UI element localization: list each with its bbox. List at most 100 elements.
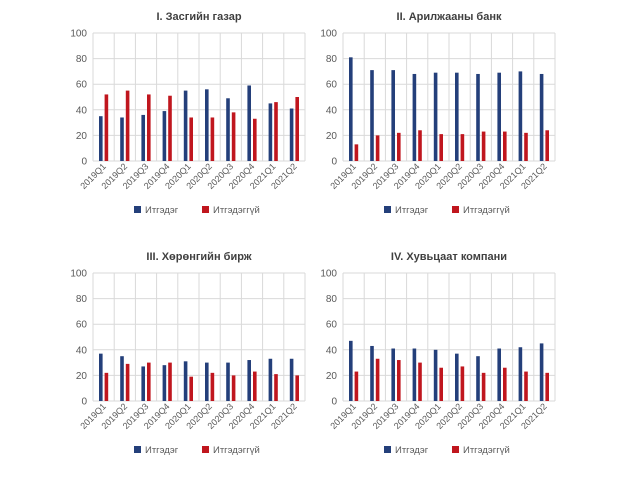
chart-svg: IV. Хувьцаат компани0204060801002019Q120…	[320, 251, 556, 456]
chart-title: III. Хөрөнгийн бирж	[146, 251, 251, 263]
bar-distrust	[439, 134, 443, 161]
bar-trust	[120, 117, 124, 161]
bar-trust	[183, 90, 188, 161]
bar-distrust	[439, 367, 443, 401]
bar-trust	[539, 343, 544, 401]
bar-trust	[205, 362, 209, 401]
legend-label: Итгэдэггүй	[463, 205, 510, 216]
bar-distrust	[418, 362, 422, 401]
bar-trust	[141, 366, 145, 401]
legend-swatch	[134, 206, 141, 213]
legend-label: Итгэдэг	[395, 445, 429, 456]
bar-distrust	[503, 131, 507, 161]
bar-trust	[226, 98, 230, 161]
y-tick-label: 100	[70, 269, 87, 280]
legend-swatch	[384, 446, 391, 453]
y-tick-label: 40	[76, 345, 88, 356]
chart-commercial-bank: II. Арилжааны банк 0 20 40 60 80 100 2019Q1 2019…	[310, 5, 560, 230]
bar-distrust	[147, 362, 151, 401]
bar-distrust	[147, 94, 151, 161]
legend-label: Итгэдэггүй	[213, 445, 260, 456]
bar-trust	[226, 362, 230, 401]
bar-trust	[268, 358, 273, 401]
y-tick-label: 100	[320, 29, 337, 40]
legend-label: Итгэдэг	[145, 445, 179, 456]
bar-distrust	[274, 374, 278, 401]
bar-trust	[476, 73, 480, 161]
bar-trust	[99, 353, 103, 401]
bar-distrust	[210, 117, 215, 161]
y-tick-label: 80	[76, 294, 88, 305]
y-tick-label: 20	[326, 371, 338, 382]
bar-distrust	[397, 360, 401, 401]
y-tick-label: 40	[76, 105, 88, 116]
bar-distrust	[125, 90, 130, 161]
bar-distrust	[274, 102, 278, 161]
bar-trust	[120, 356, 124, 401]
y-tick-label: 20	[326, 131, 338, 142]
bar-trust	[476, 356, 480, 401]
bar-trust	[349, 57, 353, 161]
chart-title: I. Засгийн газар	[156, 11, 241, 23]
y-tick-label: 20	[76, 371, 88, 382]
bar-trust	[205, 89, 209, 161]
bar-trust	[289, 358, 294, 401]
y-tick-label: 40	[326, 105, 338, 116]
bar-trust	[518, 347, 523, 401]
bar-distrust	[253, 118, 257, 161]
legend-label: Итгэдэггүй	[463, 445, 510, 456]
bar-distrust	[503, 367, 507, 401]
y-tick-label: 80	[326, 54, 338, 65]
bar-trust	[455, 353, 459, 401]
bar-distrust	[125, 363, 130, 401]
bar-distrust	[375, 135, 380, 161]
bar-distrust	[168, 95, 172, 161]
bar-distrust	[460, 366, 465, 401]
legend-swatch	[452, 206, 459, 213]
legend-label: Итгэдэг	[395, 205, 429, 216]
legend-swatch	[134, 446, 141, 453]
y-tick-label: 100	[70, 29, 87, 40]
bar-trust	[433, 72, 438, 161]
y-tick-label: 60	[326, 80, 338, 91]
legend-swatch	[384, 206, 391, 213]
y-tick-label: 0	[81, 397, 87, 408]
bar-distrust	[189, 117, 193, 161]
bar-distrust	[375, 358, 380, 401]
bar-distrust	[210, 372, 215, 401]
legend-swatch	[452, 446, 459, 453]
y-tick-label: 20	[76, 131, 88, 142]
bar-distrust	[104, 372, 109, 401]
bar-trust	[162, 111, 167, 161]
bar-distrust	[524, 371, 528, 401]
y-tick-label: 80	[326, 294, 338, 305]
bar-trust	[391, 348, 395, 401]
chart-svg: I. Засгийн газар0204060801002019Q12019Q2…	[70, 11, 306, 216]
bar-distrust	[295, 97, 299, 161]
chart-government: I. Засгийн газар 0 20 40 60 80 100 2019Q1 2019Q2…	[60, 5, 310, 230]
y-tick-label: 0	[331, 397, 337, 408]
bar-distrust	[354, 144, 359, 161]
bar-trust	[539, 73, 544, 161]
bar-distrust	[189, 376, 193, 401]
bar-trust	[247, 85, 251, 161]
chart-stock-exchange: III. Хөрөнгийн бирж 0 20 40 60 80 100 2019Q1 201…	[60, 245, 310, 470]
bar-trust	[412, 348, 417, 401]
bar-distrust	[104, 94, 109, 161]
bar-distrust	[295, 375, 299, 401]
bar-trust	[370, 345, 374, 401]
bar-distrust	[168, 362, 172, 401]
y-tick-label: 60	[326, 320, 338, 331]
y-tick-label: 40	[326, 345, 338, 356]
legend-swatch	[202, 206, 209, 213]
bar-trust	[412, 73, 417, 161]
bar-trust	[183, 361, 188, 401]
bar-trust	[289, 108, 294, 161]
legend-swatch	[202, 446, 209, 453]
legend-label: Итгэдэггүй	[213, 205, 260, 216]
bar-trust	[268, 103, 273, 161]
bar-distrust	[354, 371, 359, 401]
bar-distrust	[253, 371, 257, 401]
bar-distrust	[460, 134, 465, 161]
bar-trust	[497, 72, 501, 161]
